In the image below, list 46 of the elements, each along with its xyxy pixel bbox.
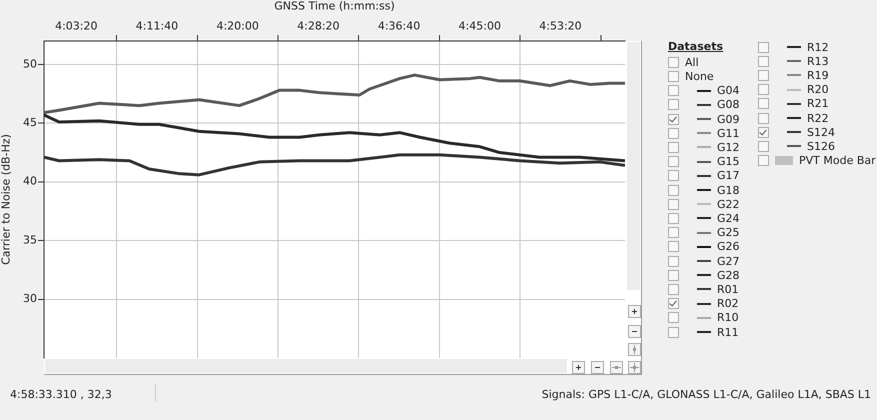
legend-label: G25 <box>717 226 740 240</box>
legend-label: G28 <box>717 268 740 282</box>
legend-label: R02 <box>717 297 739 310</box>
legend-label: R13 <box>807 54 829 68</box>
legend-label: G17 <box>717 169 740 182</box>
legend-label: G08 <box>717 98 740 112</box>
y-tick-label: 35 <box>23 233 37 246</box>
legend-label: G11 <box>717 126 740 140</box>
legend-label: R21 <box>807 97 829 110</box>
y-tick-label: 40 <box>23 174 37 188</box>
x-tick-label: 4:11:40 <box>136 19 178 32</box>
legend-label: G22 <box>717 198 740 211</box>
text: 4:58:33.310 , 32,3 <box>10 388 112 401</box>
legend-label: R10 <box>717 311 739 324</box>
y-tick-label: 30 <box>23 292 37 306</box>
legend-label: G18 <box>717 184 740 196</box>
y-axis-title: Carrier to Noise (dB-Hz) <box>0 134 12 265</box>
x-tick-label: 4:36:40 <box>378 19 420 32</box>
legend-label: G24 <box>717 212 740 225</box>
x-axis-title: GNSS Time (h:mm:ss) <box>274 0 395 12</box>
legend-label: R20 <box>807 83 829 96</box>
legend-label: G26 <box>717 240 740 254</box>
legend-label: R22 <box>807 112 829 124</box>
legend-label: R11 <box>717 326 739 338</box>
x-tick-label: 4:03:20 <box>55 19 98 32</box>
legend-label: S124 <box>807 126 835 139</box>
x-tick-label: 4:28:20 <box>297 19 340 32</box>
x-tick-label: 4:53:20 <box>539 19 582 32</box>
legend-label: G04 <box>717 84 740 98</box>
text: All <box>685 56 699 69</box>
x-tick-label: 4:45:00 <box>458 19 501 32</box>
legend-label: S126 <box>807 140 835 153</box>
legend-label: R19 <box>807 68 829 82</box>
legend-title: Datasets <box>668 40 724 53</box>
legend-label: G27 <box>717 254 740 268</box>
legend-label: G15 <box>717 155 740 168</box>
y-tick-label: 50 <box>23 57 37 70</box>
legend-label: PVT Mode Bar <box>799 154 876 168</box>
legend-label: G09 <box>717 112 740 126</box>
text: Signals: GPS L1-C/A, GLONASS L1-C/A, Galileo L1A, SBAS L1 <box>542 388 871 401</box>
legend-label: G12 <box>717 140 740 154</box>
legend-label: R01 <box>717 282 739 296</box>
x-tick-label: 4:20:00 <box>216 19 259 32</box>
legend-label: R12 <box>807 40 829 54</box>
y-tick-label: 45 <box>23 116 37 130</box>
text: None <box>685 70 714 83</box>
